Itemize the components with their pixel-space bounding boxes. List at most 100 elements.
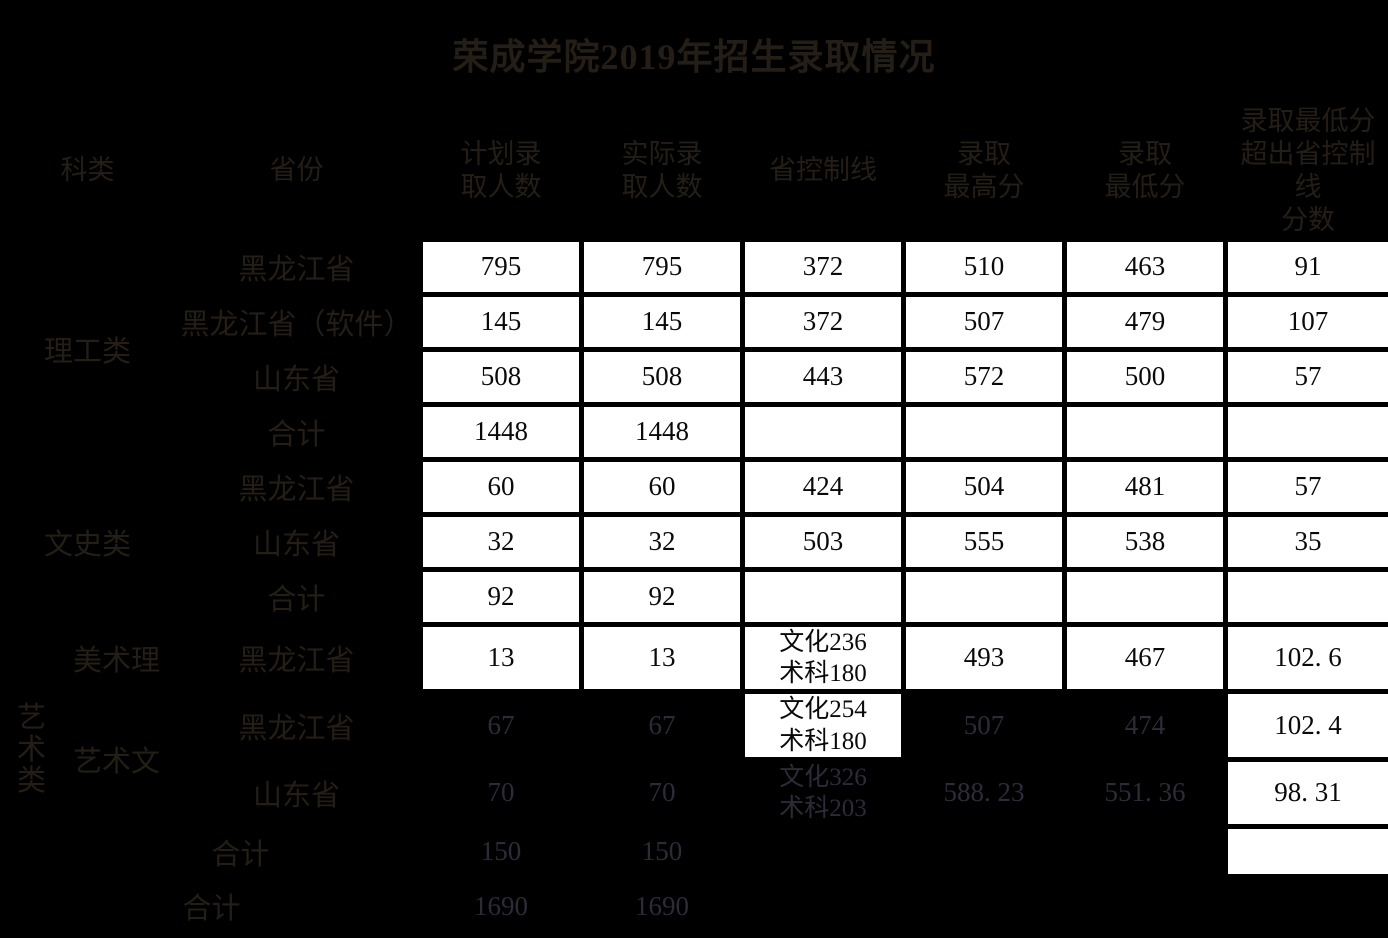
value-cell — [1065, 569, 1226, 624]
value-cell: 503 — [743, 514, 904, 569]
value-cell: 538 — [1065, 514, 1226, 569]
value-cell: 508 — [421, 349, 582, 404]
column-header: 实际录 取人数 — [582, 103, 743, 240]
value-cell: 60 — [421, 459, 582, 514]
header-row: 科类省份计划录 取人数实际录 取人数省控制线录取 最高分录取 最低分录取最低分 … — [3, 103, 1388, 240]
value-cell — [904, 827, 1065, 877]
value-cell: 443 — [743, 349, 904, 404]
value-cell — [1226, 827, 1388, 877]
column-header: 录取 最高分 — [904, 103, 1065, 240]
value-cell — [904, 877, 1065, 936]
value-cell: 372 — [743, 239, 904, 294]
row-label: 黑龙江省 — [173, 239, 421, 294]
value-cell — [1226, 569, 1388, 624]
value-cell: 98. 31 — [1226, 759, 1388, 827]
page-title: 荣成学院2019年招生录取情况 — [452, 28, 935, 80]
value-cell: 479 — [1065, 294, 1226, 349]
value-cell: 92 — [421, 569, 582, 624]
value-cell: 588. 23 — [904, 759, 1065, 827]
value-cell: 92 — [582, 569, 743, 624]
value-cell: 507 — [904, 294, 1065, 349]
value-cell — [743, 827, 904, 877]
value-cell: 474 — [1065, 692, 1226, 760]
column-header: 省份 — [173, 103, 421, 240]
value-cell — [1226, 404, 1388, 459]
row-label: 黑龙江省 — [173, 692, 421, 760]
row-label: 山东省 — [173, 759, 421, 827]
value-cell: 102. 6 — [1226, 624, 1388, 692]
value-cell: 57 — [1226, 459, 1388, 514]
value-cell: 145 — [421, 294, 582, 349]
row-label: 艺术类 — [3, 624, 61, 877]
title-bar: 荣成学院2019年招生录取情况 — [0, 0, 1388, 100]
value-cell: 91 — [1226, 239, 1388, 294]
row-label: 艺术文 — [61, 692, 173, 827]
value-cell — [1065, 827, 1226, 877]
row-label: 山东省 — [173, 514, 421, 569]
value-cell: 文化254 术科180 — [743, 692, 904, 760]
value-cell: 150 — [582, 827, 743, 877]
value-cell: 555 — [904, 514, 1065, 569]
value-cell: 551. 36 — [1065, 759, 1226, 827]
value-cell: 32 — [421, 514, 582, 569]
row-label: 黑龙江省（软件） — [173, 294, 421, 349]
value-cell — [743, 569, 904, 624]
value-cell: 35 — [1226, 514, 1388, 569]
vertical-label: 艺术类 — [16, 703, 47, 797]
value-cell: 70 — [421, 759, 582, 827]
value-cell — [1065, 404, 1226, 459]
value-cell — [1226, 877, 1388, 936]
value-cell: 481 — [1065, 459, 1226, 514]
value-cell: 150 — [421, 827, 582, 877]
column-header: 省控制线 — [743, 103, 904, 240]
row-label: 山东省 — [173, 349, 421, 404]
value-cell: 文化236 术科180 — [743, 624, 904, 692]
row-label: 美术理 — [61, 624, 173, 692]
value-cell — [1065, 877, 1226, 936]
value-cell: 372 — [743, 294, 904, 349]
row-label: 合计 — [173, 404, 421, 459]
value-cell: 32 — [582, 514, 743, 569]
table-header: 科类省份计划录 取人数实际录 取人数省控制线录取 最高分录取 最低分录取最低分 … — [3, 103, 1388, 240]
row-label: 黑龙江省 — [173, 624, 421, 692]
row-label: 文史类 — [3, 459, 173, 624]
value-cell: 493 — [904, 624, 1065, 692]
value-cell — [743, 877, 904, 936]
value-cell: 572 — [904, 349, 1065, 404]
value-cell — [904, 569, 1065, 624]
value-cell: 13 — [582, 624, 743, 692]
value-cell: 507 — [904, 692, 1065, 760]
value-cell: 67 — [421, 692, 582, 760]
column-header: 录取最低分 超出省控制线 分数 — [1226, 103, 1388, 240]
value-cell: 107 — [1226, 294, 1388, 349]
row-label: 合计 — [61, 827, 421, 877]
admissions-table: 科类省份计划录 取人数实际录 取人数省控制线录取 最高分录取 最低分录取最低分 … — [0, 100, 1388, 938]
value-cell: 795 — [582, 239, 743, 294]
value-cell: 463 — [1065, 239, 1226, 294]
value-cell: 504 — [904, 459, 1065, 514]
value-cell: 1690 — [421, 877, 582, 936]
page: 荣成学院2019年招生录取情况 科类省份计划录 取人数实际录 取人数省控制线录取… — [0, 0, 1388, 894]
row-label: 理工类 — [3, 239, 173, 459]
value-cell: 467 — [1065, 624, 1226, 692]
value-cell: 500 — [1065, 349, 1226, 404]
value-cell: 102. 4 — [1226, 692, 1388, 760]
row-label: 合计 — [173, 569, 421, 624]
value-cell: 文化326 术科203 — [743, 759, 904, 827]
value-cell: 1448 — [582, 404, 743, 459]
column-header: 计划录 取人数 — [421, 103, 582, 240]
column-header: 录取 最低分 — [1065, 103, 1226, 240]
value-cell: 60 — [582, 459, 743, 514]
column-header: 科类 — [3, 103, 173, 240]
value-cell: 70 — [582, 759, 743, 827]
